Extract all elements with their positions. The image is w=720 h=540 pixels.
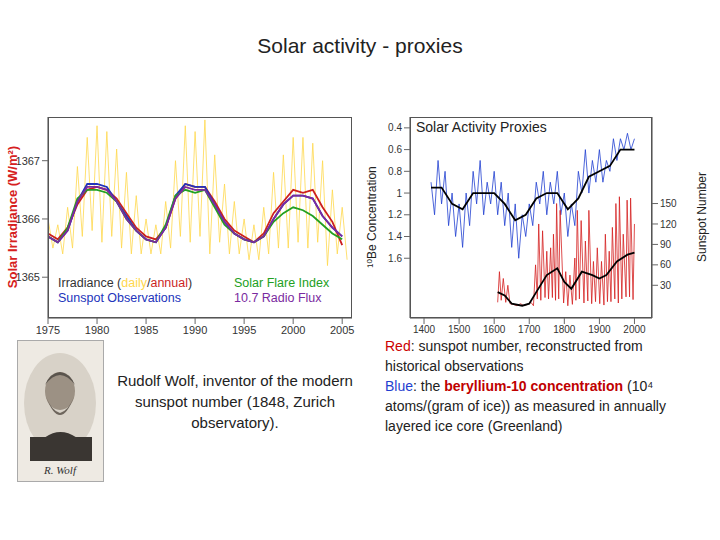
svg-text:0.6: 0.6 (388, 144, 402, 155)
svg-text:1366: 1366 (15, 212, 40, 225)
svg-text:60: 60 (660, 259, 672, 270)
svg-text:1985: 1985 (134, 324, 158, 336)
svg-text:1400: 1400 (413, 324, 436, 335)
svg-text:2005: 2005 (330, 324, 354, 336)
svg-text:0.4: 0.4 (388, 122, 402, 133)
svg-text:1995: 1995 (232, 324, 256, 336)
svg-text:0.8: 0.8 (388, 166, 402, 177)
svg-text:1600: 1600 (483, 324, 506, 335)
html-text:Irradiance (daily / annual): Irradiance (daily / annual) (58, 276, 193, 290)
svg-text:1500: 1500 (448, 324, 471, 335)
svg-text:150: 150 (660, 198, 677, 209)
svg-text:1900: 1900 (588, 324, 611, 335)
svg-text:90: 90 (660, 239, 672, 250)
svg-text:1.6: 1.6 (388, 253, 402, 264)
svg-text:1: 1 (396, 188, 402, 199)
html-text:10.7 Radio Flux: 10.7 Radio Flux (234, 291, 322, 305)
svg-text:1.4: 1.4 (388, 231, 402, 242)
html-text:Red: sunspot number, reconstru: Red: sunspot number, reconstructed from … (385, 338, 643, 374)
html-text:Solar Irradiance (W/m²): Solar Irradiance (W/m²) (4, 145, 20, 289)
svg-text:120: 120 (660, 219, 677, 230)
svg-text:2000: 2000 (623, 324, 646, 335)
html-text:Sunspot Observations: Sunspot Observations (58, 291, 181, 305)
html-text:Solar Flare Index: Solar Flare Index (234, 276, 330, 290)
html-text:Solar activity - proxies: Solar activity - proxies (257, 34, 463, 57)
svg-text:1975: 1975 (36, 324, 60, 336)
html-text:Blue: the beryllium-10 concent: Blue: the beryllium-10 concentration (10… (385, 378, 666, 434)
svg-text:1800: 1800 (553, 324, 576, 335)
svg-text:1.2: 1.2 (388, 209, 402, 220)
html-text:Sunspot Number: Sunspot Number (695, 172, 709, 262)
svg-text:1990: 1990 (183, 324, 207, 336)
svg-text:1365: 1365 (15, 271, 40, 284)
svg-text:2000: 2000 (281, 324, 305, 336)
html-text:Solar Activity Proxies: Solar Activity Proxies (416, 119, 547, 135)
html-text:Rudolf Wolf, inventor of the m: Rudolf Wolf, inventor of the modern suns… (117, 372, 353, 431)
svg-text:1700: 1700 (518, 324, 541, 335)
svg-text:1980: 1980 (85, 324, 109, 336)
svg-text:30: 30 (660, 280, 672, 291)
svg-text:1367: 1367 (15, 154, 40, 167)
html-text:¹⁰Be Concentration: ¹⁰Be Concentration (365, 166, 379, 268)
svg-text:R. Wolf: R. Wolf (43, 464, 78, 476)
